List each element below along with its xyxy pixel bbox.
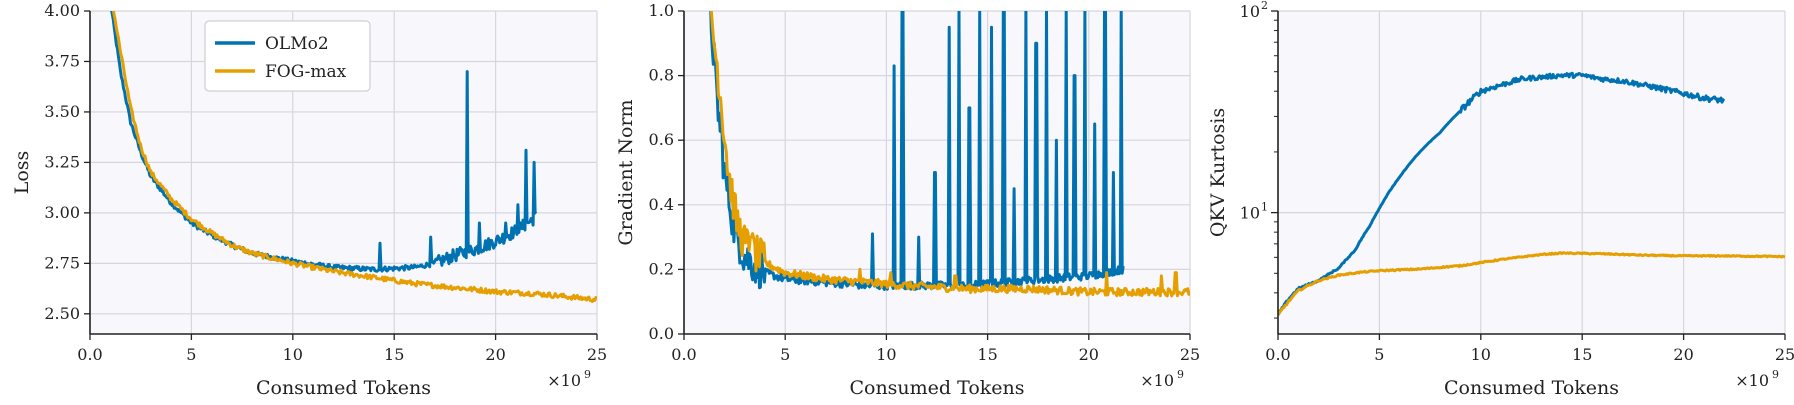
y-tick-label: 3.75 [44, 51, 80, 70]
x-tick-label: 10 [283, 345, 303, 364]
legend-label: FOG-max [265, 62, 347, 82]
x-tick-label: 5 [186, 345, 196, 364]
y-tick-label: 1.0 [649, 1, 674, 20]
x-multiplier: ×10 [547, 371, 581, 390]
x-tick-label: 20 [1673, 345, 1693, 364]
x-multiplier: ×10 [1735, 371, 1769, 390]
legend-box [204, 20, 371, 92]
y-tick-label: 0.6 [649, 130, 674, 149]
y-axis-label: QKV Kurtosis [1207, 108, 1229, 237]
x-tick-label: 15 [977, 345, 997, 364]
series-line-olmo2 [110, 11, 538, 273]
x-axis-label: Consumed Tokens [256, 377, 431, 399]
y-tick-label: 0.4 [649, 195, 674, 214]
x-tick-label: 10 [876, 345, 896, 364]
plot-area [1278, 11, 1785, 334]
y-tick-label: 2.50 [44, 304, 80, 323]
x-multiplier-exponent: 9 [1772, 368, 1779, 381]
x-tick-label: 25 [1180, 345, 1200, 364]
x-tick-label: 15 [1572, 345, 1592, 364]
x-tick-label: 25 [587, 345, 607, 364]
x-multiplier-exponent: 9 [584, 368, 591, 381]
y-tick-exponent: 1 [1261, 201, 1268, 214]
x-multiplier-exponent: 9 [1177, 368, 1184, 381]
y-tick-label: 0.0 [649, 324, 674, 343]
series-line-fog-max [1278, 251, 1785, 316]
y-tick-label: 3.00 [44, 203, 80, 222]
loss-chart: 0.0 5 10 15 20 25 2.50 2.75 3.00 3.25 3.50 3.75 4.00… [11, 1, 607, 399]
x-tick-label: 10 [1471, 345, 1491, 364]
x-tick-label: 5 [780, 345, 790, 364]
y-tick-label: 10 [1240, 2, 1260, 21]
x-tick-label: 15 [384, 345, 404, 364]
y-tick-label: 10 [1240, 204, 1260, 223]
x-tick-label: 0.0 [671, 345, 696, 364]
series-line-olmo2 [1278, 71, 1726, 316]
y-tick-label: 2.75 [44, 253, 80, 272]
x-multiplier: ×10 [1140, 371, 1174, 390]
y-tick-label: 4.00 [44, 1, 80, 20]
y-tick-label: 0.2 [649, 259, 674, 278]
x-axis-label: Consumed Tokens [1444, 377, 1619, 399]
x-axis-label: Consumed Tokens [849, 377, 1024, 399]
series-line-fog-max [111, 11, 597, 303]
x-tick-label: 0.0 [77, 345, 102, 364]
y-tick-exponent: 2 [1261, 0, 1268, 12]
gradient-norm-chart: 0.0 5 10 15 20 25 0.0 0.2 0.4 0.6 0.8 1.0 Consumed T… [615, 1, 1200, 399]
y-tick-label: 3.25 [44, 152, 80, 171]
x-tick-label: 5 [1374, 345, 1384, 364]
series-line-fog-max [709, 11, 1190, 298]
series-line-olmo2 [709, 11, 1125, 291]
y-axis-label: Loss [11, 151, 33, 195]
x-tick-label: 20 [1079, 345, 1099, 364]
y-axis-label: Gradient Norm [615, 99, 637, 245]
legend-label: OLMo2 [265, 34, 329, 54]
x-tick-label: 20 [485, 345, 505, 364]
x-tick-label: 25 [1775, 345, 1794, 364]
y-tick-label: 0.8 [649, 66, 674, 85]
y-tick-label: 3.50 [44, 102, 80, 121]
x-tick-label: 0.0 [1265, 345, 1290, 364]
